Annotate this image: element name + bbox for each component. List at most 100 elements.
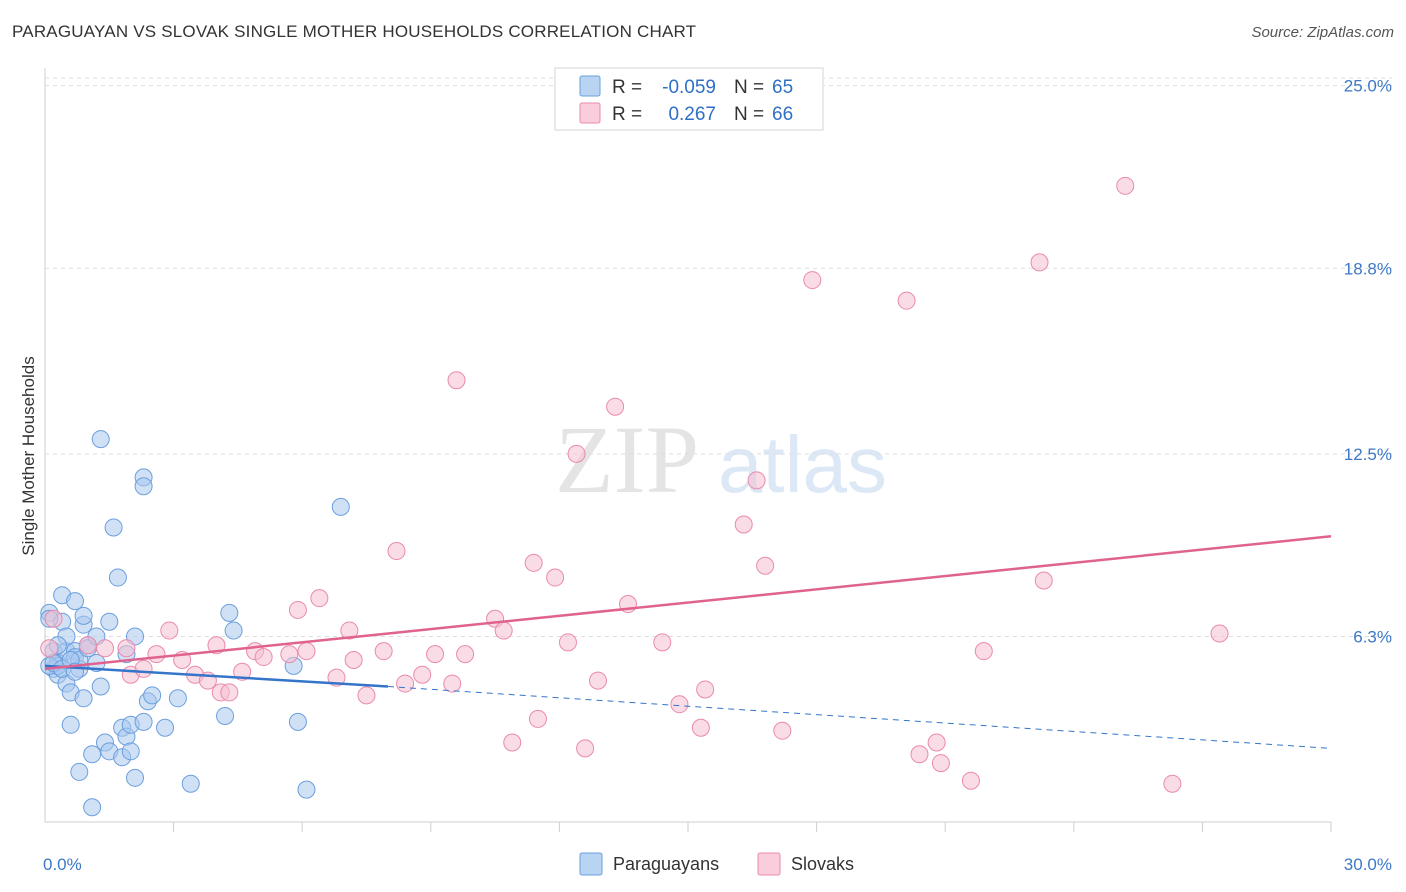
x-tick-label: 30.0% [1344,855,1392,874]
data-point [297,780,316,799]
legend-r-value: 0.267 [668,104,716,125]
data-point [147,645,166,664]
data-point [100,612,119,631]
data-point [910,745,929,764]
data-point [168,689,187,708]
data-point [927,733,946,752]
data-point [803,271,822,290]
data-point [70,762,89,781]
data-point [773,721,792,740]
data-point [567,444,586,463]
data-point [443,674,462,693]
data-point [413,665,432,684]
trend-lines [44,535,1332,749]
data-point [747,471,766,490]
trend-line-paraguayans [44,664,389,688]
chart-title: PARAGUAYAN VS SLOVAK SINGLE MOTHER HOUSE… [12,22,697,41]
data-point [1163,774,1182,793]
data-point [83,745,102,764]
data-point [310,589,329,608]
data-point [734,515,753,534]
data-point [134,659,153,678]
legend-r-label: R = [612,77,642,98]
data-point [280,645,299,664]
data-point [288,712,307,731]
trend-line-slovaks [44,535,1332,671]
data-point [40,639,59,658]
data-point [254,648,273,667]
data-point [74,689,93,708]
data-point [396,674,415,693]
data-point [653,633,672,652]
data-point [503,733,522,752]
x-ticks [173,822,1332,832]
y-tick-label: 12.5% [1344,445,1392,464]
data-point [387,542,406,561]
data-point [288,600,307,619]
data-point [134,477,153,496]
correlation-legend: R = -0.059 N = 65 R = 0.267 N = 66 [554,67,824,131]
legend-n-value: 65 [772,77,793,98]
data-point [374,642,393,661]
data-point [1030,253,1049,272]
watermark-atlas: atlas [718,420,887,509]
data-point [233,662,252,681]
data-point [961,771,980,790]
y-tick-labels: 6.3% 12.5% 18.8% 25.0% [1344,77,1392,647]
watermark: ZIP atlas [555,406,887,513]
x-tick-label: 0.0% [43,855,82,874]
scatter-points [40,176,1229,817]
data-point [897,291,916,310]
data-point [344,651,363,670]
data-point [91,430,110,449]
data-point [121,742,140,761]
legend-swatch-paraguayans [579,75,601,97]
data-point [181,774,200,793]
legend-r-label: R = [612,104,642,125]
data-point [224,621,243,640]
legend-n-label: N = [734,104,764,125]
gridlines [45,77,1392,637]
legend-swatch-slovaks [579,102,601,124]
data-point [91,677,110,696]
data-point [606,397,625,416]
data-point [357,686,376,705]
data-point [83,798,102,817]
data-point [126,768,145,787]
data-point [931,754,950,773]
data-point [108,568,127,587]
series-slovaks-points [40,176,1229,793]
data-point [696,680,715,699]
series-legend-label-slovaks: Slovaks [791,854,854,874]
data-point [220,603,239,622]
y-axis-title: Single Mother Households [19,356,38,555]
data-point [756,556,775,575]
data-point [691,718,710,737]
series-legend-label-paraguayans: Paraguayans [613,854,719,874]
data-point [1210,624,1229,643]
data-point [494,621,513,640]
data-point [1034,571,1053,590]
data-point [156,718,175,737]
y-tick-label: 6.3% [1353,627,1392,646]
data-point [220,683,239,702]
data-point [160,621,179,640]
data-point [576,739,595,758]
data-point [447,371,466,390]
series-legend-swatch-slovaks [757,852,781,876]
data-point [104,518,123,537]
data-point [340,621,359,640]
x-tick-labels: 0.0% 30.0% [43,855,1392,874]
data-point [96,639,115,658]
data-point [61,715,80,734]
data-point [117,639,136,658]
data-point [216,706,235,725]
data-point [297,642,316,661]
data-point [588,671,607,690]
series-paraguayans-points [40,430,350,817]
data-point [44,609,63,628]
y-tick-label: 18.8% [1344,259,1392,278]
data-point [528,709,547,728]
data-point [524,553,543,572]
